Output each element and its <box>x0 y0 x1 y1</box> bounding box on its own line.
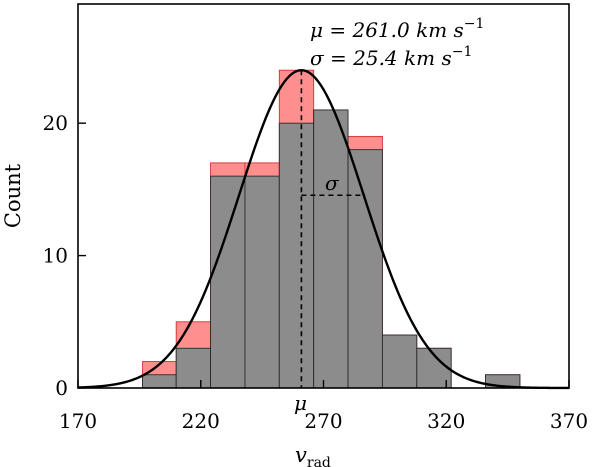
x-tick-label-370: 370 <box>550 409 588 433</box>
bar-gray-2 <box>210 175 246 389</box>
y-axis-ticks: 0 10 20 <box>43 111 86 400</box>
sigma-annotation: σ = 25.4 km s−1 <box>310 44 472 70</box>
bar-gray-1 <box>175 347 212 389</box>
y-tick-label-10: 10 <box>43 244 68 268</box>
gaussian-fit-curve <box>77 69 569 390</box>
y-tick-label-20: 20 <box>43 111 68 135</box>
bar-gray-7 <box>381 334 418 389</box>
x-tick-label-320: 320 <box>427 409 465 433</box>
mu-marker-label: μ <box>294 391 307 415</box>
x-tick-label-220: 220 <box>182 409 220 433</box>
y-axis-label: Count <box>1 163 25 228</box>
bar-gray-6 <box>347 149 383 389</box>
x-axis-label: vrad <box>295 443 331 467</box>
sigma-marker-label: σ <box>325 171 340 195</box>
mu-annotation: μ = 261.0 km s−1 <box>310 16 484 42</box>
x-tick-label-270: 270 <box>304 409 342 433</box>
bar-gray-3 <box>244 175 280 389</box>
histogram-bars <box>142 69 521 389</box>
bar-gray-0 <box>142 374 177 389</box>
x-axis-ticks: 170 220 270 320 370 <box>59 380 588 433</box>
bar-gray-4 <box>278 122 315 389</box>
bar-gray-5 <box>313 109 349 389</box>
x-tick-label-170: 170 <box>59 409 97 433</box>
y-tick-label-0: 0 <box>55 376 68 400</box>
